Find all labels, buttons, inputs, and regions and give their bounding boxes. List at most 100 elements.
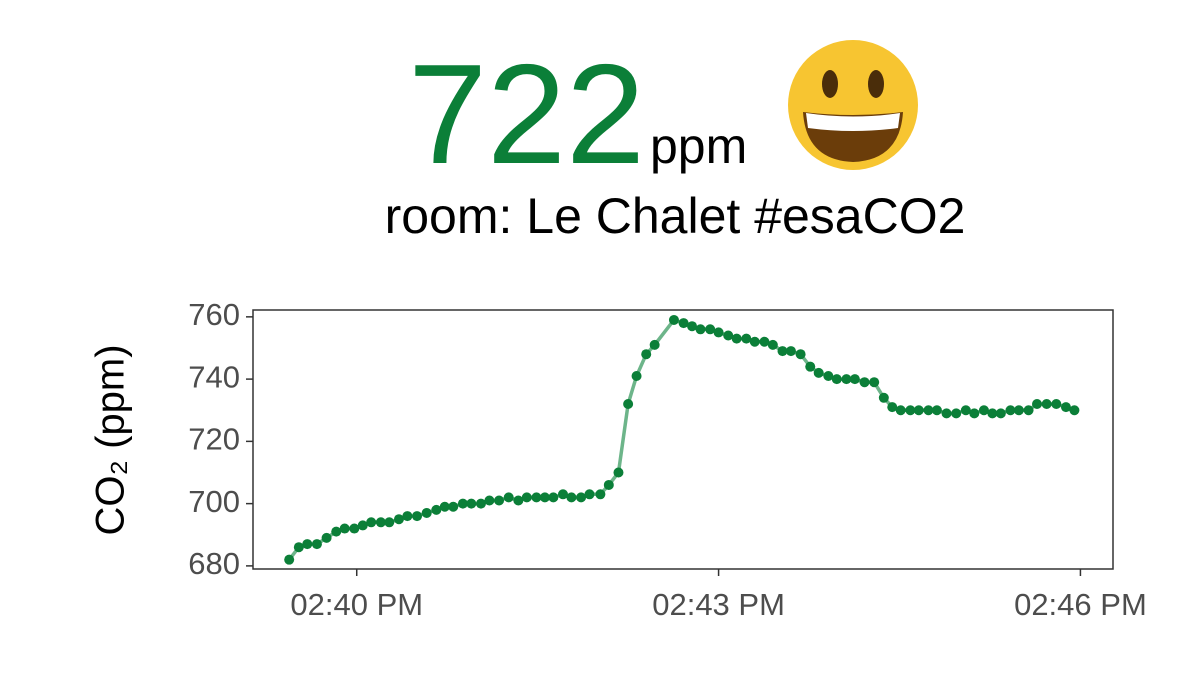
point [539,492,550,503]
y-tick-label: 740 [188,359,240,394]
emoji [788,40,918,170]
plot-frame [252,309,1114,570]
point [695,324,706,335]
point [1013,405,1024,416]
current-value: 722 [408,35,645,194]
x-tick-label: 02:46 PM [1014,587,1147,622]
point [595,489,606,500]
point [421,507,432,518]
y-tick-label: 680 [188,546,240,581]
point [466,498,477,509]
point [777,346,788,357]
point [749,336,760,347]
point [311,539,322,550]
point [566,492,577,503]
point [412,511,423,522]
point [978,405,989,416]
point [623,399,634,410]
point [613,467,624,478]
point [759,336,770,347]
point [503,492,514,503]
point [705,324,716,335]
point [805,361,816,372]
point [678,318,689,329]
point [969,408,980,419]
point [284,554,295,565]
y-axis-label: CO₂ (ppm) [89,344,133,535]
point [631,370,642,381]
point [576,492,587,503]
point [887,402,898,413]
point [951,408,962,419]
point [1041,399,1052,410]
point [457,498,468,509]
point [393,514,404,525]
unit: ppm [650,118,747,174]
point [431,504,442,515]
point [366,517,377,528]
point [513,495,524,506]
point [767,339,778,350]
point [603,479,614,490]
y-tick-label: 700 [188,484,240,519]
point [859,377,870,388]
point [531,492,542,503]
point [649,339,660,350]
point [1069,405,1080,416]
point [339,523,350,534]
y-tick-label: 760 [188,297,240,332]
point [941,408,952,419]
point [813,367,824,378]
point [439,501,450,512]
point [723,330,734,341]
point [731,333,742,344]
point [687,321,698,332]
point [931,405,942,416]
x-tick-label: 02:43 PM [652,587,785,622]
point [448,501,459,512]
point [841,374,852,385]
point [641,349,652,360]
point [823,370,834,381]
point [357,520,368,531]
point [331,526,342,537]
y-tick-label: 720 [188,422,240,457]
point [895,405,906,416]
point [1051,399,1062,410]
point [1005,405,1016,416]
point [995,408,1006,419]
point [987,408,998,419]
subtitle: room: Le Chalet #esaCO2 [385,188,966,244]
point [384,517,395,528]
point [557,489,568,500]
point [1060,402,1071,413]
point [484,495,495,506]
point [349,523,360,534]
point [584,489,595,500]
point [878,392,889,403]
point [1023,405,1034,416]
point [1032,399,1043,410]
point [475,498,486,509]
point [402,511,413,522]
point [849,374,860,385]
point [913,405,924,416]
point [785,346,796,357]
point [668,314,679,325]
point [321,532,332,543]
x-tick-label: 02:40 PM [290,587,423,622]
point [831,374,842,385]
point [494,495,505,506]
point [869,377,880,388]
point [741,333,752,344]
point [375,517,386,528]
point [905,405,916,416]
point [960,405,971,416]
point [293,542,304,553]
point [302,539,313,550]
point [713,327,724,338]
point [548,492,559,503]
point [795,349,806,360]
